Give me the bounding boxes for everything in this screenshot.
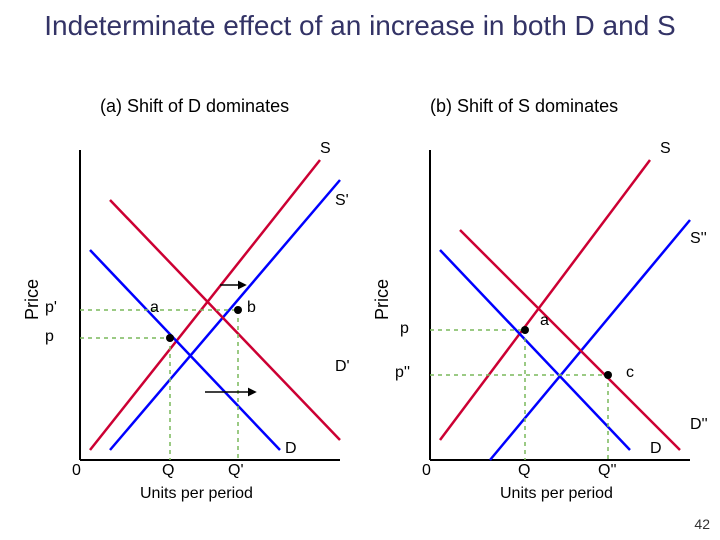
right-origin: 0 <box>422 462 431 480</box>
right-xlabel: Units per period <box>500 485 613 503</box>
left-label-Q-prime: Q' <box>228 462 244 480</box>
left-label-D: D <box>285 440 297 458</box>
right-label-p: p <box>400 320 409 338</box>
left-label-S: S <box>320 140 331 158</box>
right-label-S: S <box>660 140 671 158</box>
left-curve-D-prime <box>110 200 340 440</box>
left-label-b: b <box>247 299 256 317</box>
left-label-Q: Q <box>162 462 174 480</box>
right-curve-D-dbl <box>460 230 680 450</box>
right-label-Q: Q <box>518 462 530 480</box>
right-label-Q-dbl: Q'' <box>598 462 617 480</box>
left-xlabel: Units per period <box>140 485 253 503</box>
right-subtitle: (b) Shift of S dominates <box>430 96 618 117</box>
left-label-D-prime: D' <box>335 358 350 376</box>
left-ylabel: Price <box>22 279 43 320</box>
right-ylabel: Price <box>372 279 393 320</box>
right-curve-S <box>440 160 650 440</box>
right-label-a: a <box>540 312 549 330</box>
left-origin: 0 <box>72 462 81 480</box>
right-chart <box>370 130 710 490</box>
left-label-p-prime: p' <box>45 299 57 317</box>
slide-title: Indeterminate effect of an increase in b… <box>0 10 720 42</box>
left-curve-S <box>90 160 320 450</box>
right-label-p-dbl: p'' <box>395 364 410 382</box>
left-chart <box>20 130 360 490</box>
right-label-D: D <box>650 440 662 458</box>
left-label-p: p <box>45 328 54 346</box>
right-point-c <box>604 371 612 379</box>
left-label-S-prime: S' <box>335 192 349 210</box>
right-label-c: c <box>626 364 634 382</box>
left-subtitle: (a) Shift of D dominates <box>100 96 289 117</box>
right-curve-S-dbl <box>490 220 690 460</box>
left-point-b <box>234 306 242 314</box>
right-point-a <box>521 326 529 334</box>
right-label-S-dbl: S'' <box>690 230 707 248</box>
right-label-D-dbl: D'' <box>690 416 708 434</box>
left-point-a <box>166 334 174 342</box>
right-curve-D <box>440 250 630 450</box>
page-number: 42 <box>694 516 710 532</box>
left-label-a: a <box>150 299 159 317</box>
left-curve-S-prime <box>110 180 340 450</box>
